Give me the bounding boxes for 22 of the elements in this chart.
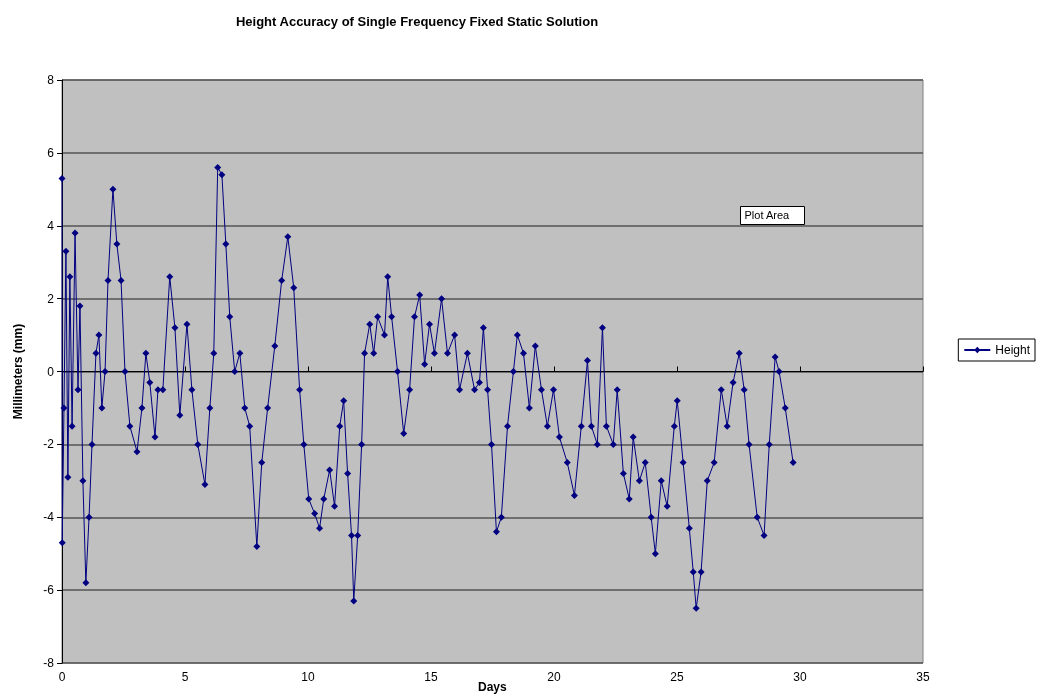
y-axis-title: Millimeters (mm) xyxy=(11,323,25,420)
y-tick-label: 6 xyxy=(47,145,55,160)
y-tick-label: 4 xyxy=(47,218,55,233)
annotation: Plot Area xyxy=(744,209,791,221)
x-tick-label: 30 xyxy=(793,670,807,684)
y-tick-label: -6 xyxy=(43,583,55,598)
y-tick-label: 8 xyxy=(47,73,55,87)
legend-label: Height xyxy=(995,343,1031,357)
x-tick-label: 15 xyxy=(424,670,438,684)
x-tick-label: 10 xyxy=(301,670,315,684)
y-tick-label: 0 xyxy=(47,364,55,379)
x-tick-label: 0 xyxy=(58,670,66,684)
x-tick-label: 35 xyxy=(916,670,930,684)
y-tick-label: -8 xyxy=(43,656,55,670)
y-tick-label: -2 xyxy=(43,437,55,452)
x-tick-label: 25 xyxy=(670,670,684,684)
y-tick-label: -4 xyxy=(43,510,55,525)
chart-title: Height Accuracy of Single Frequency Fixed Static Solution xyxy=(235,14,599,29)
x-tick-label: 20 xyxy=(547,670,561,684)
x-tick-label: 5 xyxy=(181,670,189,684)
x-axis-title: Days xyxy=(478,680,508,694)
y-tick-label: 2 xyxy=(47,291,55,306)
